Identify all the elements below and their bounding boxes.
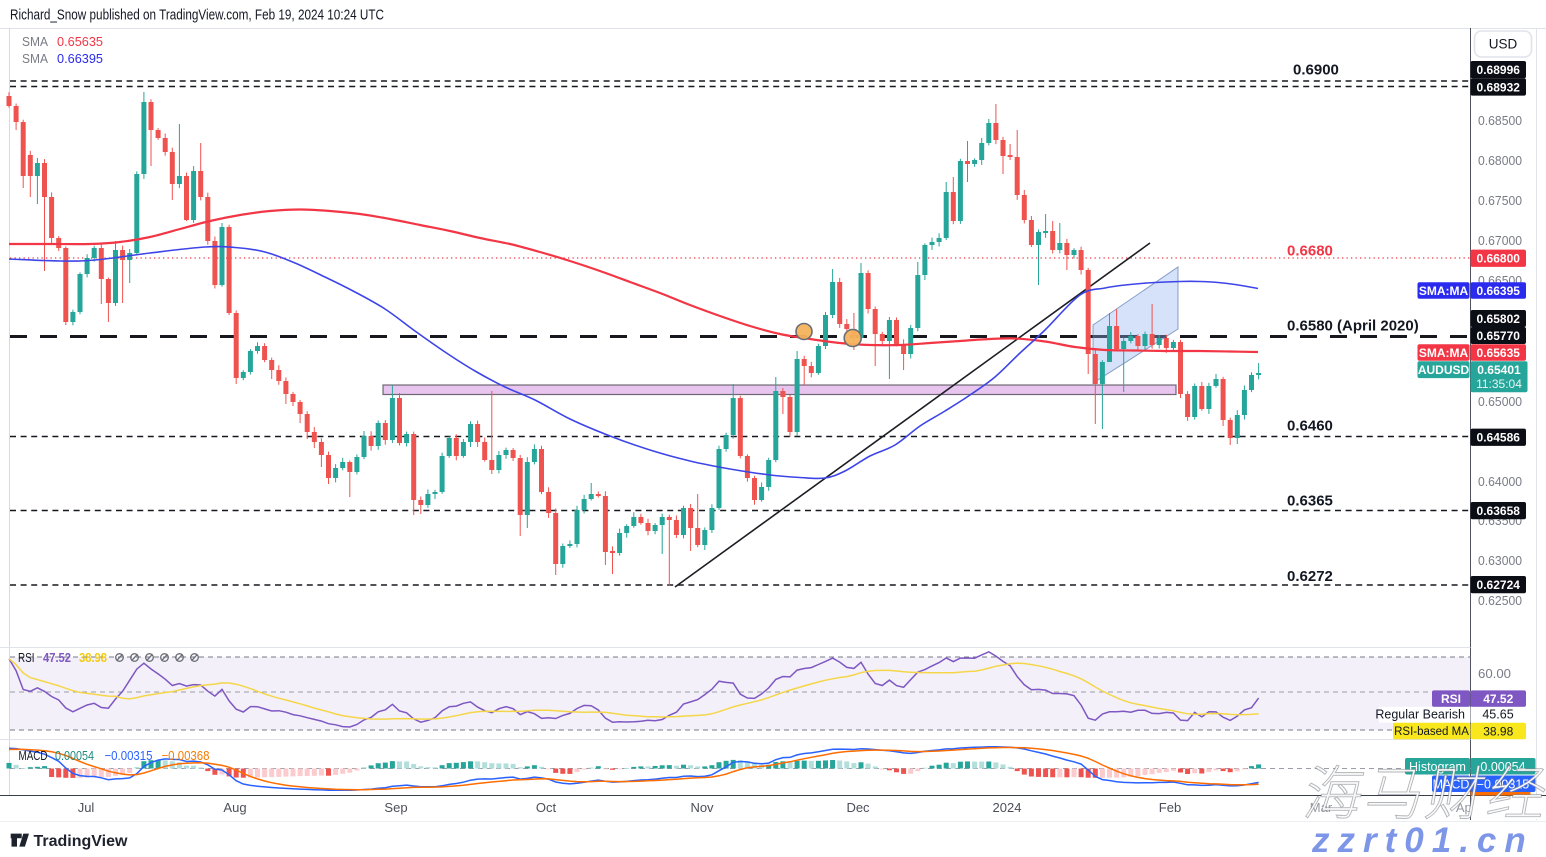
svg-text:0.65635: 0.65635 [57, 35, 103, 49]
svg-text:SMA: SMA [22, 35, 49, 49]
svg-text:Richard_Snow published on Trad: Richard_Snow published on TradingView.co… [10, 8, 384, 24]
svg-text:2024: 2024 [993, 800, 1022, 815]
svg-text:−0.00315: −0.00315 [105, 748, 153, 763]
svg-text:0.66395: 0.66395 [1477, 284, 1521, 298]
svg-text:0.65401: 0.65401 [1477, 363, 1521, 377]
svg-text:0.65635: 0.65635 [1477, 346, 1521, 360]
svg-text:0.64000: 0.64000 [1478, 475, 1522, 489]
svg-text:0.67000: 0.67000 [1478, 234, 1522, 248]
svg-text:0.63000: 0.63000 [1478, 554, 1522, 568]
svg-text:0.65770: 0.65770 [1477, 329, 1521, 343]
svg-text:0.64586: 0.64586 [1477, 431, 1521, 445]
svg-text:11:35:04: 11:35:04 [1476, 377, 1522, 391]
svg-text:0.00054: 0.00054 [55, 748, 94, 763]
svg-text:Feb: Feb [1159, 800, 1181, 815]
svg-text:USD: USD [1489, 37, 1518, 52]
svg-text:0.68996: 0.68996 [1477, 63, 1521, 77]
svg-text:47.52: 47.52 [1483, 692, 1513, 706]
svg-text:0.6460: 0.6460 [1287, 418, 1333, 435]
svg-text:SMA:MA: SMA:MA [1419, 346, 1469, 360]
svg-text:SMA: SMA [22, 52, 49, 66]
svg-text:0.6365: 0.6365 [1287, 493, 1333, 510]
svg-text:Dec: Dec [846, 800, 870, 815]
svg-text:60.00: 60.00 [1478, 667, 1511, 681]
svg-text:0.68500: 0.68500 [1478, 114, 1522, 128]
svg-text:45.65: 45.65 [1482, 708, 1513, 722]
svg-text:0.66800: 0.66800 [1477, 252, 1521, 266]
svg-text:MACD: MACD [19, 748, 48, 763]
svg-text:0.6580 (April 2020): 0.6580 (April 2020) [1287, 318, 1419, 335]
svg-text:Regular Bearish: Regular Bearish [1375, 708, 1465, 722]
svg-text:Aug: Aug [223, 800, 246, 815]
svg-text:47.52: 47.52 [43, 651, 71, 665]
svg-text:zzrt01.cn: zzrt01.cn [1311, 821, 1534, 857]
svg-text:0.68000: 0.68000 [1478, 154, 1522, 168]
svg-text:Jul: Jul [78, 800, 95, 815]
svg-text:0.62724: 0.62724 [1477, 578, 1521, 592]
svg-text:0.68932: 0.68932 [1477, 80, 1521, 94]
svg-text:Oct: Oct [536, 800, 557, 815]
svg-text:0.65802: 0.65802 [1477, 312, 1521, 326]
svg-text:Nov: Nov [690, 800, 714, 815]
svg-text:SMA:MA: SMA:MA [1419, 284, 1469, 298]
svg-text:0.66395: 0.66395 [57, 52, 103, 66]
svg-text:AUDUSD: AUDUSD [1418, 363, 1470, 377]
svg-text:0.62500: 0.62500 [1478, 594, 1522, 608]
svg-text:0.6272: 0.6272 [1287, 568, 1333, 585]
svg-text:0.67500: 0.67500 [1478, 194, 1522, 208]
svg-text:38.98: 38.98 [79, 651, 107, 665]
svg-text:RSI-based MA: RSI-based MA [1394, 726, 1469, 738]
svg-text:Sep: Sep [384, 800, 407, 815]
svg-text:−0.00368: −0.00368 [162, 748, 210, 763]
svg-text:38.98: 38.98 [1483, 724, 1513, 738]
svg-text:RSI: RSI [1441, 692, 1461, 706]
svg-text:0.00054: 0.00054 [1480, 760, 1525, 774]
svg-text:TradingView: TradingView [34, 833, 129, 850]
svg-text:0.65000: 0.65000 [1478, 395, 1522, 409]
svg-text:RSI: RSI [18, 651, 35, 665]
svg-text:0.6900: 0.6900 [1293, 62, 1339, 79]
svg-text:0.6680: 0.6680 [1287, 243, 1333, 260]
svg-text:0.63658: 0.63658 [1477, 504, 1521, 518]
